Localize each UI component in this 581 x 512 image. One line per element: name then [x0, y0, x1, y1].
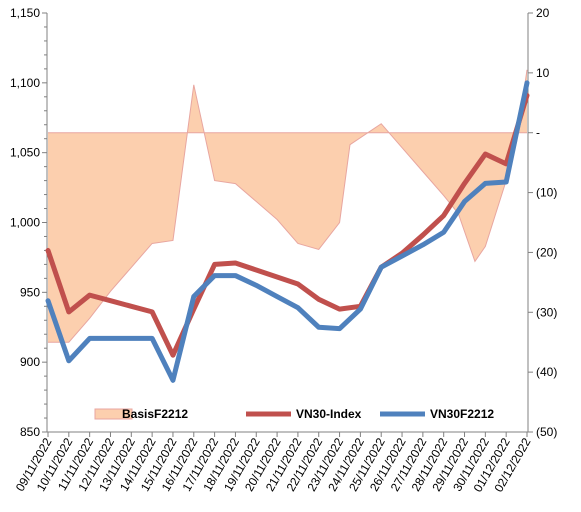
right-tick-label: (30)	[536, 305, 557, 319]
legend-label: VN30F2212	[430, 407, 494, 421]
series-line-vn30f2212	[45, 80, 530, 383]
basis-area-layer	[48, 69, 528, 343]
left-tick-label: 1,050	[10, 146, 40, 160]
right-tick-label: (10)	[536, 186, 557, 200]
right-tick-label: (50)	[536, 425, 557, 439]
basis-area-edge	[48, 69, 528, 343]
left-tick-label: 850	[20, 425, 40, 439]
basis-area-fill	[48, 69, 527, 343]
left-tick-label: 1,000	[10, 216, 40, 230]
right-tick-label: 10	[536, 66, 550, 80]
right-tick-label: (40)	[536, 365, 557, 379]
legend-label: BasisF2212	[122, 407, 188, 421]
left-tick-label: 950	[20, 285, 40, 299]
legend-label: VN30-Index	[296, 407, 362, 421]
left-tick-label: 1,100	[10, 76, 40, 90]
legend-swatch-basisf2212	[94, 408, 133, 420]
right-tick-label: 20	[536, 6, 550, 20]
series-lines	[45, 80, 530, 383]
legend: BasisF2212 VN30-Index VN30F2212	[94, 407, 494, 421]
right-tick-label: (20)	[536, 245, 557, 259]
series-line-vn30-index	[45, 92, 530, 358]
left-tick-label: 1,150	[10, 6, 40, 20]
left-tick-label: 900	[20, 355, 40, 369]
right-tick-label: -	[536, 126, 540, 140]
